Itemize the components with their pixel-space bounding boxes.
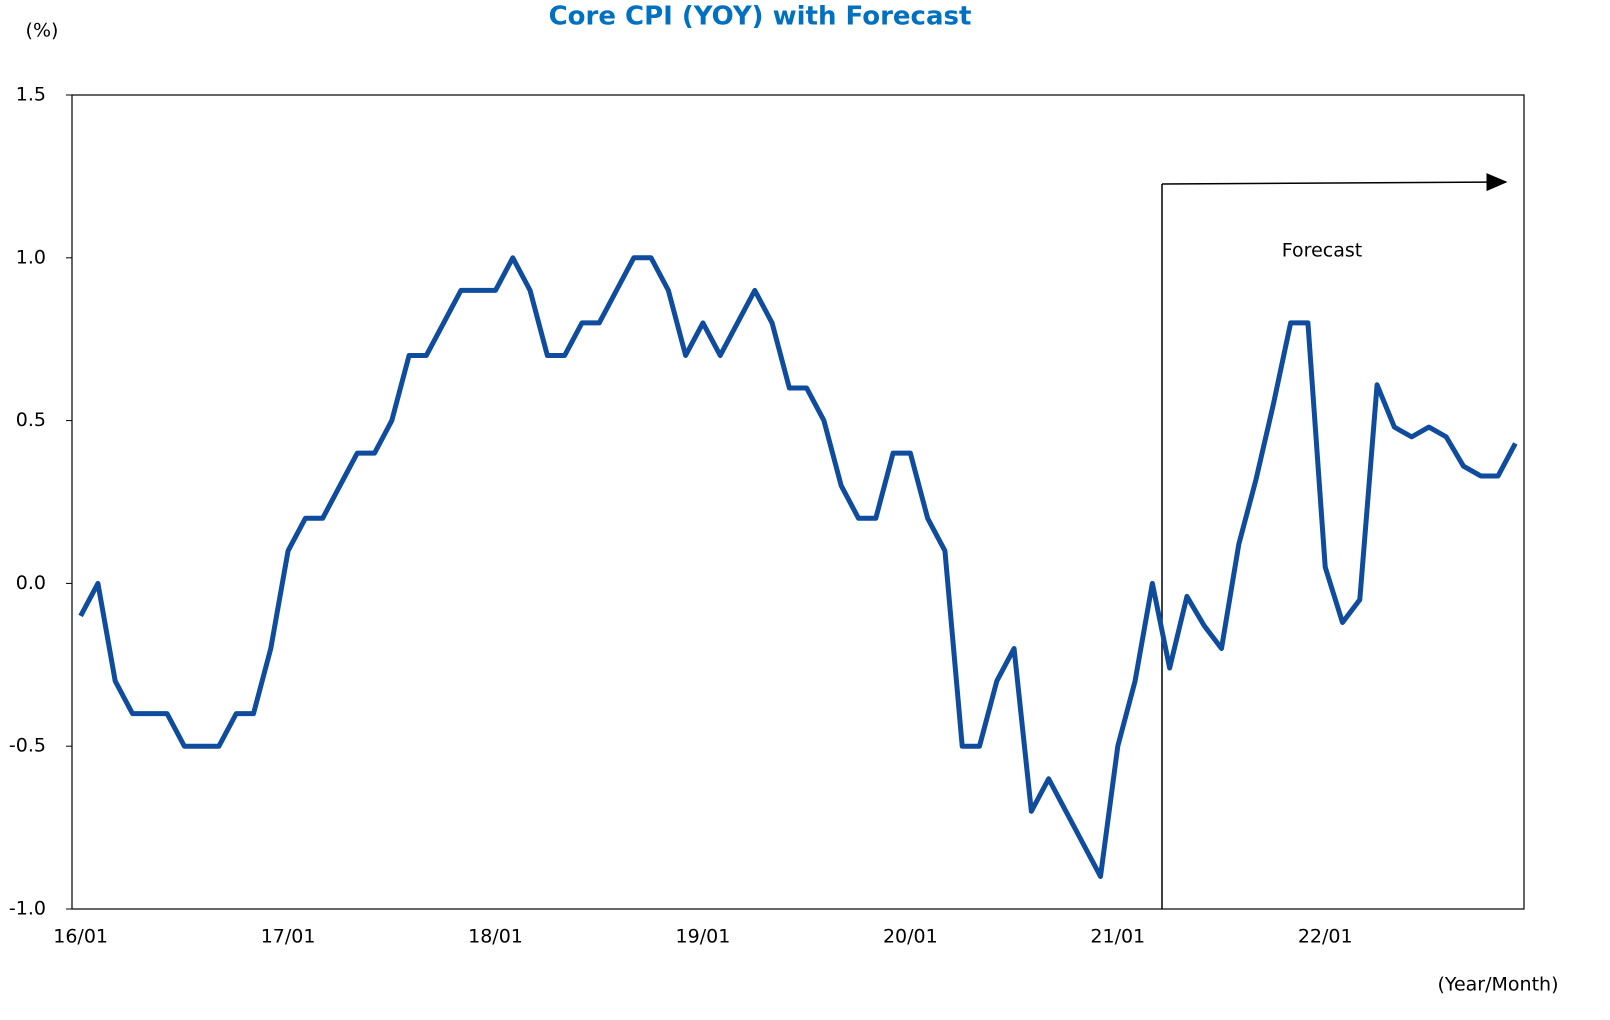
x-tick-label: 19/01 xyxy=(676,926,731,948)
x-axis-label: (Year/Month) xyxy=(1437,974,1558,996)
chart-title: Core CPI (YOY) with Forecast xyxy=(549,2,972,32)
x-tick-label: 20/01 xyxy=(883,926,938,948)
y-tick-label: 0.5 xyxy=(16,409,46,431)
plot-frame xyxy=(71,94,1525,910)
x-tick-label: 17/01 xyxy=(261,926,316,948)
y-tick-label: -1.0 xyxy=(9,898,46,920)
y-tick-label: 1.0 xyxy=(16,246,46,268)
x-tick-label: 16/01 xyxy=(53,926,108,948)
y-tick-label: 0.0 xyxy=(16,572,46,594)
x-tick-label: 18/01 xyxy=(468,926,523,948)
y-tick-label: 1.5 xyxy=(16,84,46,106)
forecast-arrow xyxy=(1161,173,1508,192)
data-line xyxy=(78,255,1518,879)
x-tick-label: 21/01 xyxy=(1090,926,1145,948)
annotation: Forecast xyxy=(1282,240,1362,262)
y-tick-label: -0.5 xyxy=(9,735,46,757)
y-axis-label: (%) xyxy=(26,20,59,42)
x-tick-label: 22/01 xyxy=(1298,926,1353,948)
